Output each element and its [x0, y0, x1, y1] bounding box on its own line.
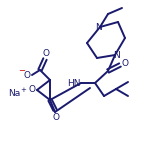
Text: N: N: [114, 51, 120, 60]
Text: HN: HN: [67, 78, 81, 87]
Text: +: +: [20, 87, 26, 93]
Text: Na: Na: [8, 88, 20, 97]
Text: O: O: [29, 86, 36, 95]
Text: O: O: [24, 70, 31, 79]
Text: O: O: [52, 113, 59, 122]
Text: O: O: [43, 49, 50, 58]
Text: O: O: [121, 59, 128, 68]
Text: N: N: [95, 22, 101, 31]
Text: −: −: [19, 67, 26, 76]
